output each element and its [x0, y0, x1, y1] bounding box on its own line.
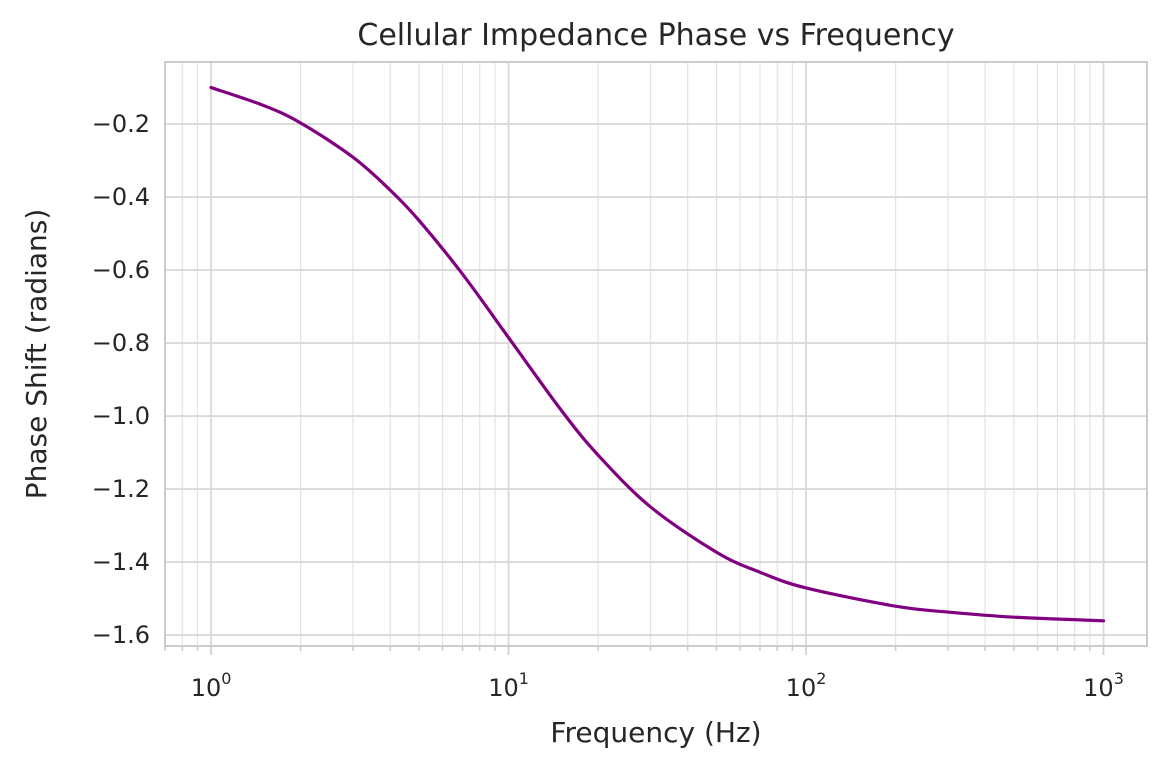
y-axis: −0.2 −0.4 −0.6 −0.8 −1.0 −1.2 −1.4 −1.6	[92, 110, 150, 649]
x-tick-label: 103	[1083, 669, 1124, 702]
y-tick-label: −0.6	[92, 256, 150, 284]
series-group	[209, 85, 1106, 623]
chart-title: Cellular Impedance Phase vs Frequency	[357, 18, 954, 53]
y-axis-label: Phase Shift (radians)	[20, 209, 53, 500]
plot-frame	[164, 61, 1148, 647]
x-axis: 100 101 102 103	[164, 646, 1124, 702]
series-line-0	[209, 85, 1106, 623]
x-tick-label: 100	[191, 669, 232, 702]
y-tick-label: −1.0	[92, 402, 150, 430]
y-tick-label: −1.6	[92, 621, 150, 649]
y-tick-label: −1.2	[92, 475, 150, 503]
x-axis-label: Frequency (Hz)	[550, 716, 761, 749]
y-tick-label: −0.2	[92, 110, 150, 138]
x-tick-label: 101	[488, 669, 529, 702]
y-tick-label: −1.4	[92, 548, 150, 576]
grid	[164, 62, 1147, 646]
y-tick-label: −0.8	[92, 329, 150, 357]
x-tick-label: 102	[786, 669, 827, 702]
y-tick-label: −0.4	[92, 183, 150, 211]
